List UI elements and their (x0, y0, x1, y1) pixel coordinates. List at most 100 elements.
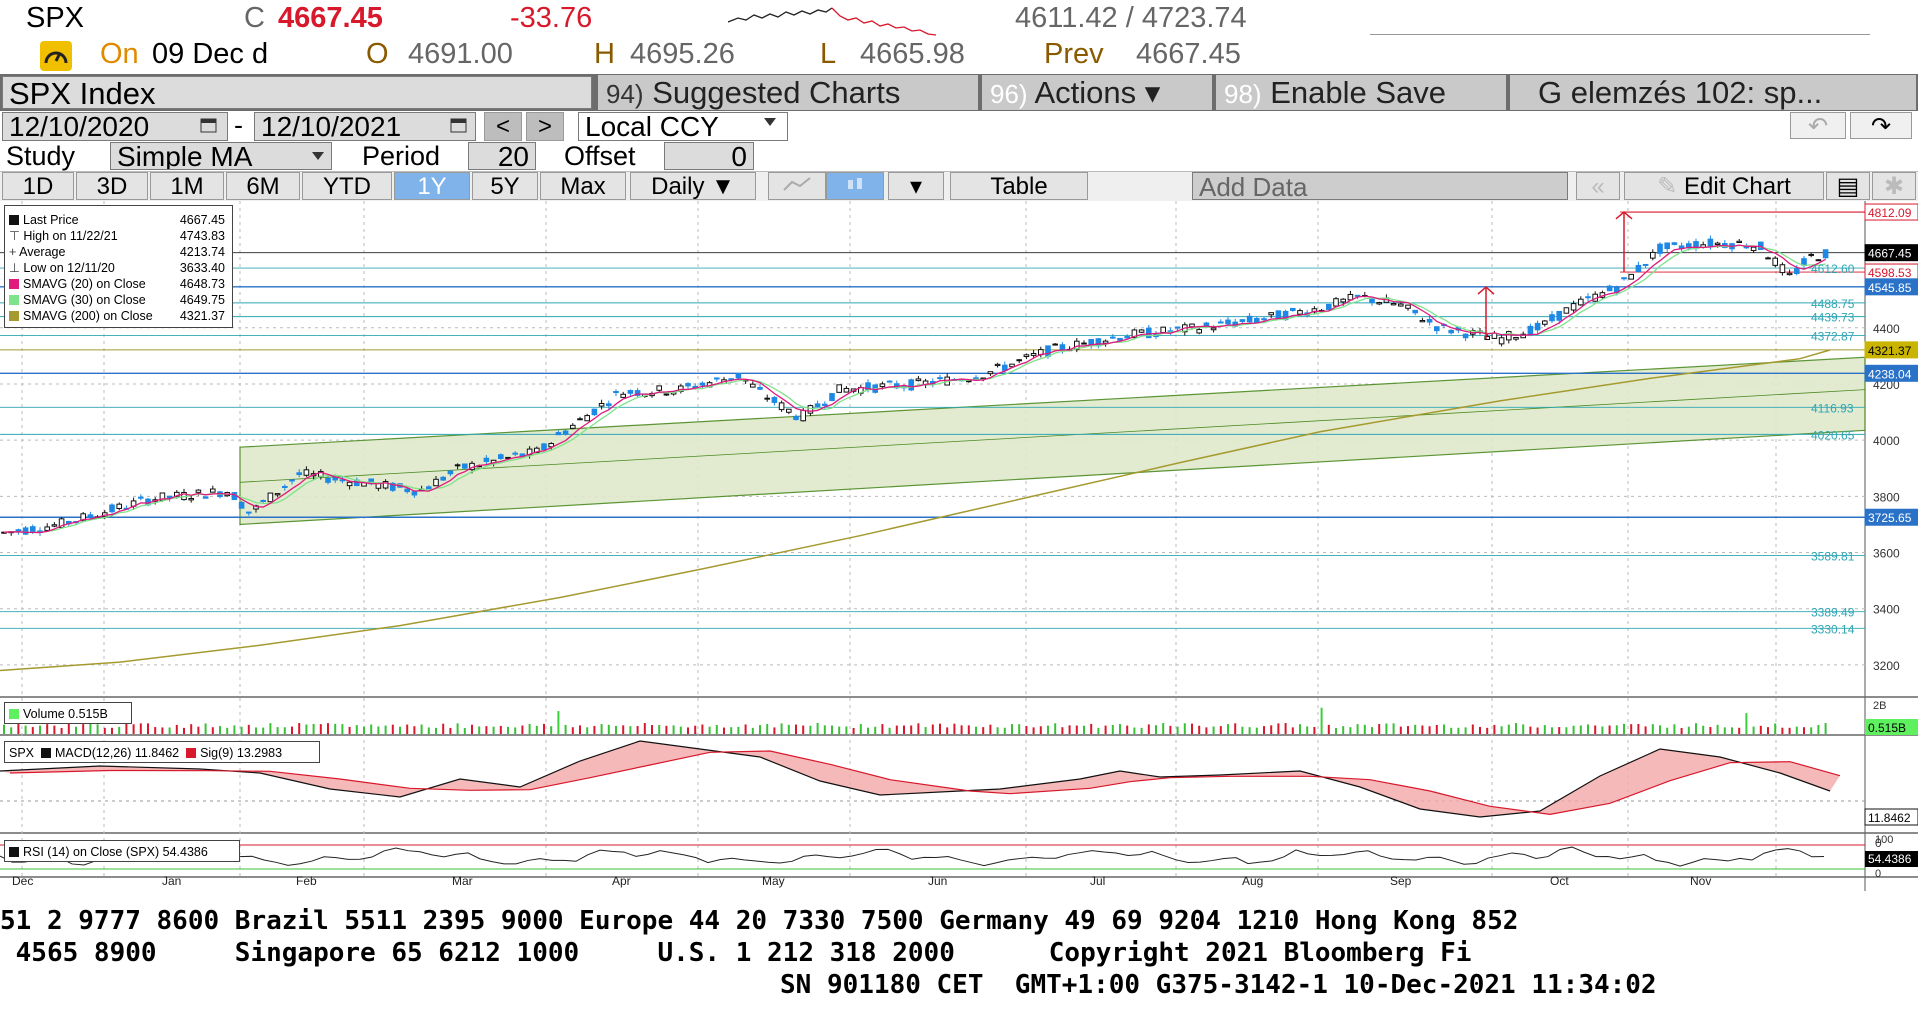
rsi-line (0, 846, 1825, 867)
candle-body (1426, 318, 1433, 323)
high-label: H (594, 38, 615, 70)
prev-period-button[interactable]: < (484, 112, 522, 141)
next-period-button[interactable]: > (526, 112, 564, 141)
redo-button[interactable]: ↷ (1850, 112, 1912, 140)
ticker-symbol: SPX (26, 2, 85, 34)
level-label: 4116.93 (1811, 401, 1854, 415)
low-label: L (820, 38, 837, 70)
line-chart-icon[interactable] (768, 172, 826, 200)
candlestick-icon[interactable] (826, 172, 884, 200)
start-date-field[interactable]: 12/10/2020 (2, 112, 228, 141)
candle-body (814, 403, 821, 407)
candle-body (886, 380, 893, 383)
add-data-field[interactable]: Add Data (1192, 172, 1568, 200)
open-value: 4691.00 (408, 38, 513, 70)
rsi-tick: 0 (1875, 868, 1881, 880)
collapse-icon[interactable]: « (1576, 172, 1620, 200)
rsi-swatch (9, 847, 19, 857)
end-date-field[interactable]: 12/10/2021 (254, 112, 476, 141)
menu-label: Enable Save (1270, 75, 1447, 110)
legend-value: 4743.83 (179, 229, 225, 243)
range-button-ytd[interactable]: YTD (302, 172, 392, 200)
chart-type-dropdown[interactable]: ▾ (888, 172, 944, 200)
candle-body (1434, 326, 1440, 332)
chart-settings-icon[interactable]: ▤ (1826, 172, 1870, 200)
saved-chart-title[interactable]: G elemzés 102: sp... (1510, 75, 1916, 110)
candle-body (1326, 303, 1332, 310)
level-label: 4372.87 (1811, 329, 1855, 343)
study-select[interactable]: Simple MA (110, 142, 332, 170)
level-label: 4612.60 (1811, 262, 1855, 276)
candle-body (1246, 315, 1253, 323)
candle-body (534, 447, 540, 454)
macd-tick: 0 (1875, 836, 1882, 850)
candle-body (1772, 257, 1779, 266)
candle-body (1606, 285, 1613, 292)
candle-body (210, 488, 216, 493)
candle-body (908, 379, 915, 391)
candle-body (1765, 257, 1771, 260)
actions-button[interactable]: 96) Actions ▾ (982, 75, 1212, 110)
calendar-icon[interactable] (450, 116, 468, 134)
candle-body (1736, 240, 1743, 244)
candle-body (627, 390, 634, 394)
candle-body (822, 403, 828, 406)
currency-select[interactable]: Local CCY (578, 112, 788, 141)
legend-entry: ⊤ High on 11/22/21 4743.83 (9, 228, 229, 244)
candle-body (937, 377, 943, 380)
level-label-box (1864, 364, 1918, 382)
candle-body (1563, 307, 1570, 314)
range-button-1y[interactable]: 1Y (394, 172, 470, 200)
speedometer-icon[interactable] (40, 41, 72, 71)
candle-body (1095, 338, 1102, 347)
volume-last-box (1865, 719, 1918, 735)
security-field[interactable]: SPX Index (2, 76, 592, 109)
candle-body (800, 409, 807, 422)
edit-chart-label: Edit Chart (1684, 173, 1791, 200)
candle-body (1664, 242, 1671, 250)
gear-icon[interactable]: ✱ (1872, 172, 1916, 200)
candle-body (915, 378, 922, 382)
date-separator: - (234, 110, 243, 140)
legend-value: 4213.74 (179, 245, 225, 259)
candle-body (987, 371, 994, 375)
candle-body (570, 424, 576, 429)
range-button-6m[interactable]: 6M (226, 172, 300, 200)
range-button-max[interactable]: Max (540, 172, 626, 200)
frequency-select[interactable]: Daily ▼ (630, 172, 756, 200)
table-button[interactable]: Table (950, 172, 1088, 200)
footer-contact-line-1: 51 2 9777 8600 Brazil 5511 2395 9000 Eur… (0, 906, 1519, 936)
range-button-3d[interactable]: 3D (76, 172, 148, 200)
chevron-down-icon (764, 118, 776, 126)
range-button-1m[interactable]: 1M (150, 172, 224, 200)
candle-body (498, 454, 504, 459)
offset-field[interactable]: 0 (664, 142, 754, 170)
legend-swatch: ⊤ (9, 229, 24, 243)
legend-label: SMAVG (20) on Close (23, 277, 146, 291)
calendar-icon[interactable] (200, 116, 218, 134)
candle-body (1045, 345, 1051, 357)
candle-body (382, 481, 389, 489)
legend-entry: SMAVG (30) on Close 4649.75 (9, 292, 229, 308)
undo-button[interactable]: ↶ (1790, 112, 1846, 140)
footer-contact-line-2: 4565 8900 Singapore 65 6212 1000 U.S. 1 … (0, 938, 1472, 968)
candle-body (1218, 321, 1224, 324)
prev-label: Prev (1044, 38, 1104, 70)
enable-save-button[interactable]: 98) Enable Save (1216, 75, 1506, 110)
candle-body (1196, 329, 1203, 334)
level-label: 4321.37 (1868, 344, 1912, 358)
period-field[interactable]: 20 (468, 142, 536, 170)
edit-chart-button[interactable]: ✎ Edit Chart (1624, 172, 1824, 200)
suggested-charts-button[interactable]: 94) Suggested Charts (598, 75, 978, 110)
candle-body (1671, 242, 1678, 245)
x-tick-label: May (762, 874, 785, 888)
candle-body (51, 524, 58, 527)
close-label: C (244, 2, 265, 34)
range-button-1d[interactable]: 1D (2, 172, 74, 200)
range-button-5y[interactable]: 5Y (472, 172, 538, 200)
candle-body (1210, 327, 1217, 331)
candle-body (620, 393, 627, 398)
candle-body (778, 402, 785, 411)
candle-body (656, 385, 663, 391)
